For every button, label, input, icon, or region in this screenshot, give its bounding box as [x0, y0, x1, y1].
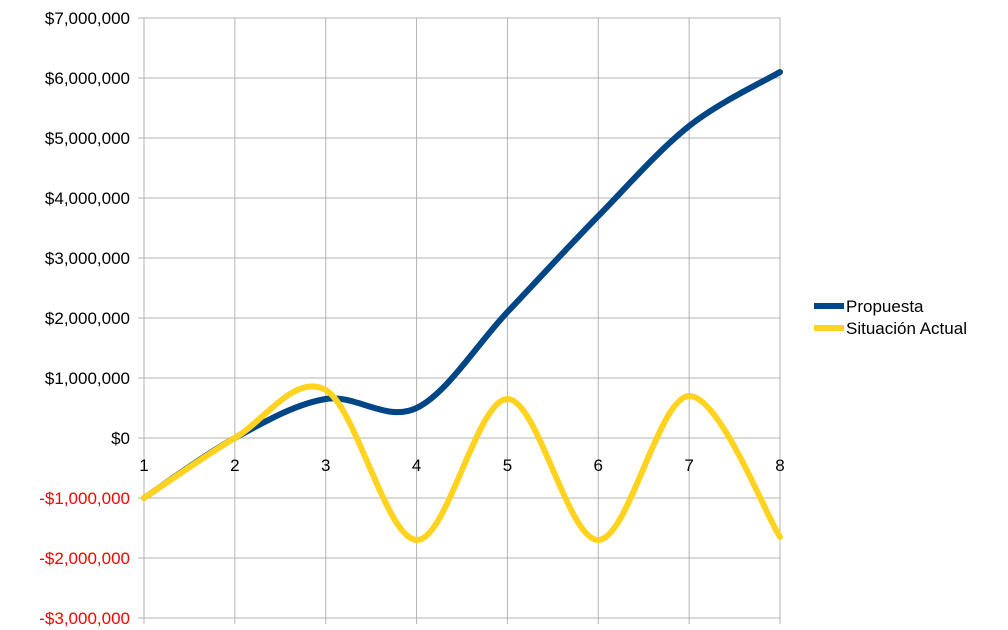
- series-lines: [141, 69, 783, 544]
- x-tick-label: 2: [230, 456, 239, 475]
- legend-swatch: [814, 303, 844, 309]
- y-axis-ticks: $7,000,000 $6,000,000 $5,000,000 $4,000,000…: [39, 9, 130, 628]
- y-tick-label: -$3,000,000: [39, 609, 130, 628]
- x-tick-label: 1: [139, 456, 148, 475]
- x-axis-ticks: 1 2 3 4 5 6 7 8: [139, 456, 784, 475]
- series-line-situacion-actual: [141, 383, 783, 544]
- y-tick-label: -$1,000,000: [39, 489, 130, 508]
- x-tick-label: 7: [684, 456, 693, 475]
- x-tick-label: 4: [412, 456, 421, 475]
- legend-swatch: [814, 325, 844, 331]
- y-tick-label: $2,000,000: [45, 309, 130, 328]
- x-tick-label: 5: [503, 456, 512, 475]
- y-tick-label: $7,000,000: [45, 9, 130, 28]
- legend: Propuesta Situación Actual: [814, 297, 967, 338]
- y-tick-label: $4,000,000: [45, 189, 130, 208]
- plot-border: [143, 17, 781, 619]
- x-tick-label: 6: [594, 456, 603, 475]
- y-tick-label: $1,000,000: [45, 369, 130, 388]
- legend-label: Propuesta: [846, 297, 924, 316]
- gridlines: [138, 17, 781, 624]
- x-tick-label: 8: [775, 456, 784, 475]
- y-tick-label: $0: [111, 429, 130, 448]
- legend-label: Situación Actual: [846, 319, 967, 338]
- y-tick-label: $5,000,000: [45, 129, 130, 148]
- y-tick-label: $3,000,000: [45, 249, 130, 268]
- y-tick-label: $6,000,000: [45, 69, 130, 88]
- y-tick-label: -$2,000,000: [39, 549, 130, 568]
- x-tick-label: 3: [321, 456, 330, 475]
